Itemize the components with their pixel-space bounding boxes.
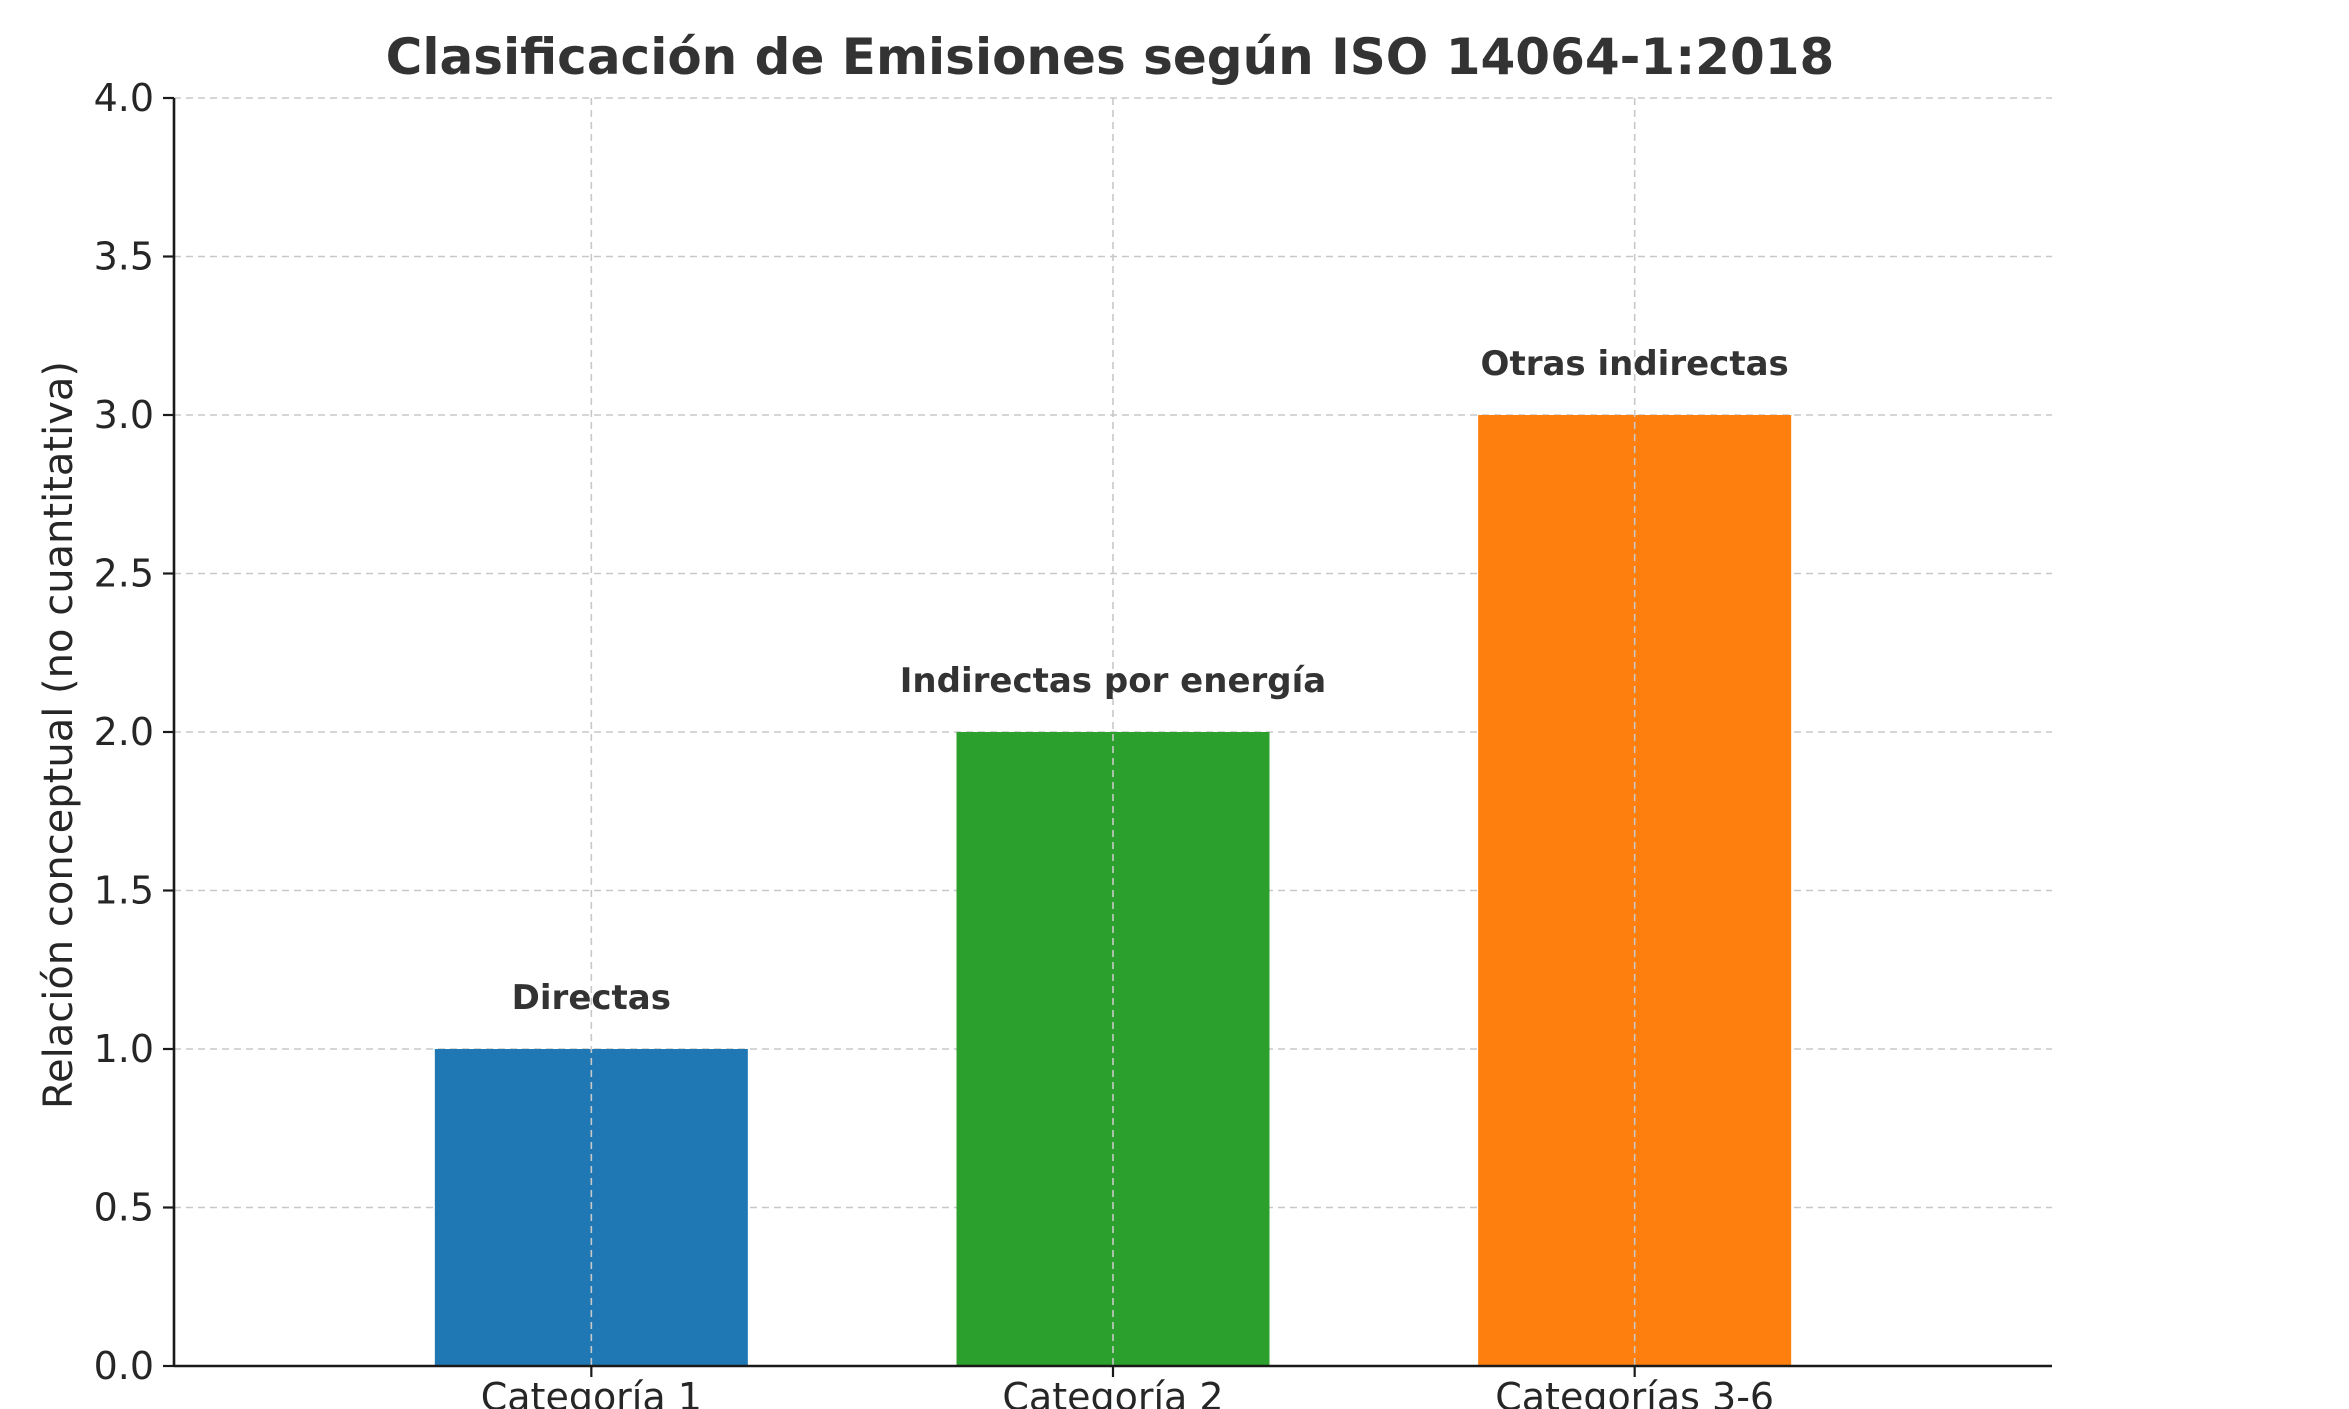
y-tick-label: 3.0 (94, 393, 154, 437)
bar-annotation: Directas (512, 978, 671, 1018)
bar-labels: Directas Indirectas por energía Otras indi… (512, 344, 1789, 1018)
chart-title: Clasificación de Emisiones según ISO 140… (386, 28, 1835, 86)
y-tick-label: 3.5 (94, 235, 154, 279)
y-tick-label: 0.0 (94, 1344, 154, 1388)
y-tick-label: 4.0 (94, 76, 154, 120)
y-tick-label: 1.0 (94, 1027, 154, 1071)
x-ticks: Categoría 1 Categoría 2 Categorías 3-6 (481, 1366, 1774, 1409)
y-tick-label: 1.5 (94, 869, 154, 913)
y-tick-label: 0.5 (94, 1186, 154, 1230)
x-tick-label: Categoría 2 (1002, 1375, 1223, 1409)
x-tick-label: Categorías 3-6 (1495, 1375, 1774, 1409)
y-axis-label: Relación conceptual (no cuantitativa) (36, 361, 82, 1109)
bar-annotation: Otras indirectas (1481, 344, 1789, 384)
y-tick-label: 2.0 (94, 710, 154, 754)
y-ticks: 0.0 0.5 1.0 1.5 2.0 2.5 3.0 3.5 4.0 (94, 76, 174, 1388)
y-tick-label: 2.5 (94, 552, 154, 596)
vertical-grid (590, 98, 1636, 1366)
bar-annotation: Indirectas por energía (900, 661, 1326, 701)
x-tick-label: Categoría 1 (481, 1375, 702, 1409)
